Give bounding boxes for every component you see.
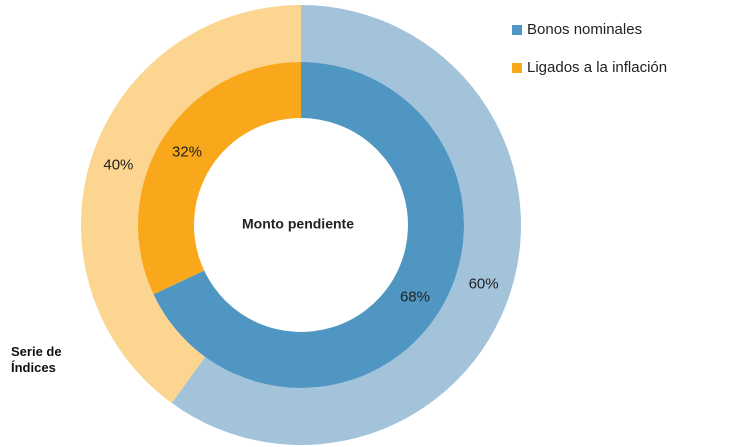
- donut-segment: [153, 62, 464, 388]
- donut-segment: [81, 5, 301, 403]
- outer-ring-name: Serie de Índices: [11, 344, 62, 375]
- donut-segment: [171, 5, 522, 445]
- value-label: 68%: [400, 288, 430, 305]
- donut-segment: [137, 62, 301, 295]
- value-label: 40%: [103, 157, 133, 174]
- value-label: 32%: [172, 144, 202, 161]
- legend-text: Bonos nominales: [527, 21, 642, 38]
- value-label: 60%: [469, 275, 499, 292]
- legend-swatch: [512, 25, 522, 35]
- legend-text: Ligados a la inflación: [527, 59, 667, 76]
- inner-ring-name: Monto pendiente: [242, 216, 354, 232]
- legend-swatch: [512, 63, 522, 73]
